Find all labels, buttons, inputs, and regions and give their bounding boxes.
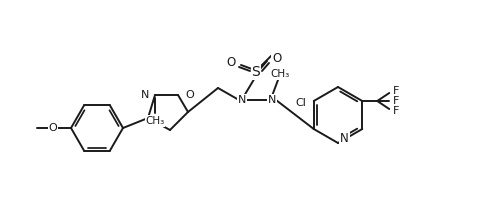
Text: F: F xyxy=(393,96,400,106)
Text: N: N xyxy=(340,132,349,145)
Text: CH₃: CH₃ xyxy=(146,116,165,126)
Text: Cl: Cl xyxy=(295,98,306,108)
Text: S: S xyxy=(252,65,260,79)
Text: O: O xyxy=(227,56,236,68)
Text: O: O xyxy=(185,90,194,100)
Text: N: N xyxy=(268,95,276,105)
Text: O: O xyxy=(272,52,281,64)
Text: F: F xyxy=(393,86,400,96)
Text: O: O xyxy=(48,123,58,133)
Text: CH₃: CH₃ xyxy=(270,69,289,79)
Text: N: N xyxy=(238,95,246,105)
Text: F: F xyxy=(393,106,400,116)
Text: N: N xyxy=(140,90,149,100)
